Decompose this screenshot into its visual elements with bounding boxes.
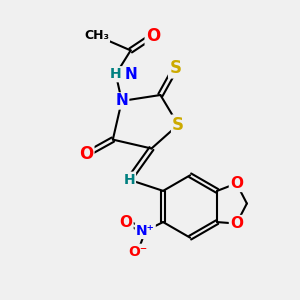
- Text: O: O: [79, 146, 93, 164]
- Text: N: N: [124, 67, 137, 82]
- Text: O: O: [146, 27, 160, 45]
- Text: N: N: [116, 94, 128, 109]
- Text: CH₃: CH₃: [84, 29, 109, 42]
- Text: O: O: [230, 216, 243, 231]
- Text: O: O: [230, 176, 243, 191]
- Text: S: S: [169, 59, 181, 77]
- Text: H: H: [123, 173, 135, 187]
- Text: N⁺: N⁺: [136, 224, 155, 238]
- Text: O: O: [119, 214, 132, 230]
- Text: O⁻: O⁻: [128, 245, 148, 259]
- Text: H: H: [110, 67, 122, 81]
- Text: S: S: [172, 116, 184, 134]
